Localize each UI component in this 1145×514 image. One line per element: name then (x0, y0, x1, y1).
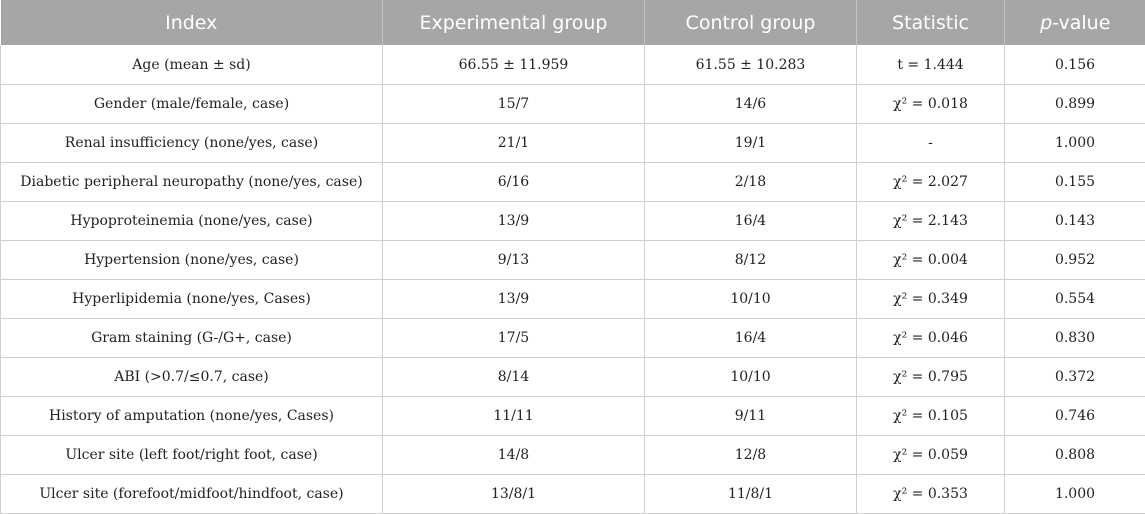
cell-experimental: 11/11 (383, 397, 645, 436)
cell-p-value: 0.554 (1005, 280, 1145, 319)
cell-experimental: 6/16 (383, 163, 645, 202)
cell-statistic: t = 1.444 (857, 45, 1005, 85)
cell-index: History of amputation (none/yes, Cases) (1, 397, 383, 436)
cell-index: Ulcer site (left foot/right foot, case) (1, 436, 383, 475)
cell-experimental: 13/8/1 (383, 475, 645, 514)
table-row: History of amputation (none/yes, Cases)1… (1, 397, 1145, 436)
cell-p-value: 0.372 (1005, 358, 1145, 397)
cell-control: 14/6 (645, 85, 857, 124)
cell-statistic: χ² = 0.004 (857, 241, 1005, 280)
cell-index: ABI (>0.7/≤0.7, case) (1, 358, 383, 397)
cell-statistic: χ² = 2.027 (857, 163, 1005, 202)
cell-control: 16/4 (645, 319, 857, 358)
cell-experimental: 8/14 (383, 358, 645, 397)
cell-index: Gender (male/female, case) (1, 85, 383, 124)
table-row: Ulcer site (left foot/right foot, case)1… (1, 436, 1145, 475)
cell-experimental: 14/8 (383, 436, 645, 475)
cell-control: 9/11 (645, 397, 857, 436)
cell-p-value: 1.000 (1005, 475, 1145, 514)
cell-statistic: χ² = 0.353 (857, 475, 1005, 514)
cell-control: 10/10 (645, 358, 857, 397)
cell-index: Diabetic peripheral neuropathy (none/yes… (1, 163, 383, 202)
header-experimental-group: Experimental group (383, 0, 645, 45)
header-control-group: Control group (645, 0, 857, 45)
cell-index: Ulcer site (forefoot/midfoot/hindfoot, c… (1, 475, 383, 514)
cell-p-value: 0.830 (1005, 319, 1145, 358)
cell-statistic: χ² = 0.046 (857, 319, 1005, 358)
cell-index: Hyperlipidemia (none/yes, Cases) (1, 280, 383, 319)
cell-experimental: 13/9 (383, 202, 645, 241)
cell-statistic: χ² = 0.105 (857, 397, 1005, 436)
cell-statistic: χ² = 0.349 (857, 280, 1005, 319)
cell-experimental: 15/7 (383, 85, 645, 124)
cell-statistic: - (857, 124, 1005, 163)
cell-p-value: 0.155 (1005, 163, 1145, 202)
cell-statistic: χ² = 0.018 (857, 85, 1005, 124)
cell-experimental: 9/13 (383, 241, 645, 280)
cell-p-value: 1.000 (1005, 124, 1145, 163)
cell-control: 61.55 ± 10.283 (645, 45, 857, 85)
header-statistic: Statistic (857, 0, 1005, 45)
header-index: Index (1, 0, 383, 45)
cell-index: Renal insufficiency (none/yes, case) (1, 124, 383, 163)
header-row: Index Experimental group Control group S… (1, 0, 1145, 45)
cell-control: 12/8 (645, 436, 857, 475)
cell-control: 19/1 (645, 124, 857, 163)
cell-p-value: 0.808 (1005, 436, 1145, 475)
cell-index: Hypertension (none/yes, case) (1, 241, 383, 280)
cell-p-value: 0.143 (1005, 202, 1145, 241)
cell-experimental: 17/5 (383, 319, 645, 358)
header-p-suffix: -value (1052, 12, 1110, 34)
cell-p-value: 0.952 (1005, 241, 1145, 280)
cell-experimental: 21/1 (383, 124, 645, 163)
cell-control: 10/10 (645, 280, 857, 319)
cell-index: Age (mean ± sd) (1, 45, 383, 85)
cell-statistic: χ² = 2.143 (857, 202, 1005, 241)
table-row: Renal insufficiency (none/yes, case)21/1… (1, 124, 1145, 163)
cell-control: 2/18 (645, 163, 857, 202)
cell-control: 11/8/1 (645, 475, 857, 514)
cell-control: 8/12 (645, 241, 857, 280)
table-row: Diabetic peripheral neuropathy (none/yes… (1, 163, 1145, 202)
cell-p-value: 0.746 (1005, 397, 1145, 436)
table-header: Index Experimental group Control group S… (1, 0, 1145, 45)
cell-control: 16/4 (645, 202, 857, 241)
cell-experimental: 66.55 ± 11.959 (383, 45, 645, 85)
cell-statistic: χ² = 0.059 (857, 436, 1005, 475)
header-p-value: p-value (1005, 0, 1145, 45)
cell-p-value: 0.156 (1005, 45, 1145, 85)
cell-statistic: χ² = 0.795 (857, 358, 1005, 397)
cell-index: Gram staining (G-/G+, case) (1, 319, 383, 358)
cell-experimental: 13/9 (383, 280, 645, 319)
cell-index: Hypoproteinemia (none/yes, case) (1, 202, 383, 241)
header-p-italic: p (1040, 12, 1052, 34)
cell-p-value: 0.899 (1005, 85, 1145, 124)
table-row: Ulcer site (forefoot/midfoot/hindfoot, c… (1, 475, 1145, 514)
